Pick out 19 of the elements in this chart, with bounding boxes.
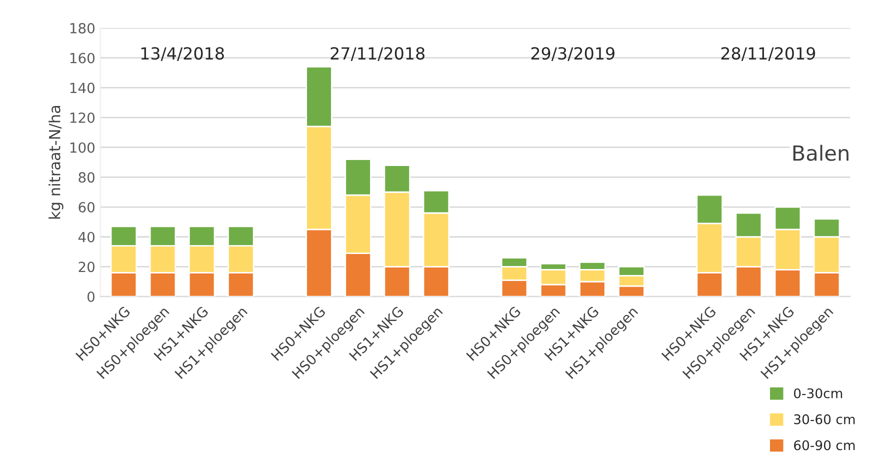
annotation: 29/3/2019 (531, 47, 614, 62)
legend-label: 30-60 cm (794, 414, 855, 424)
annotation: 13/4/2018 (141, 47, 224, 62)
y-tick-label: 20 (78, 262, 94, 272)
y-tick-label: 100 (70, 142, 94, 153)
y-tick-label: 60 (78, 202, 94, 213)
legend-label: 0-30cm (794, 388, 842, 398)
annotation: 28/11/2019 (721, 47, 816, 62)
y-axis-title: kg nitraat-N/ha (48, 106, 64, 219)
y-tick-label: 180 (70, 22, 94, 34)
y-tick-label: 40 (78, 232, 94, 242)
y-tick-label: 160 (70, 52, 94, 64)
y-tick-label: 140 (70, 82, 94, 94)
y-tick-label: 120 (70, 112, 94, 124)
y-tick-label: 0 (88, 292, 94, 302)
legend-label: 60-90 cm (794, 440, 855, 450)
y-tick-label: 80 (78, 172, 94, 183)
annotation: 27/11/2018 (330, 47, 424, 62)
annotation: Balen (793, 144, 848, 161)
